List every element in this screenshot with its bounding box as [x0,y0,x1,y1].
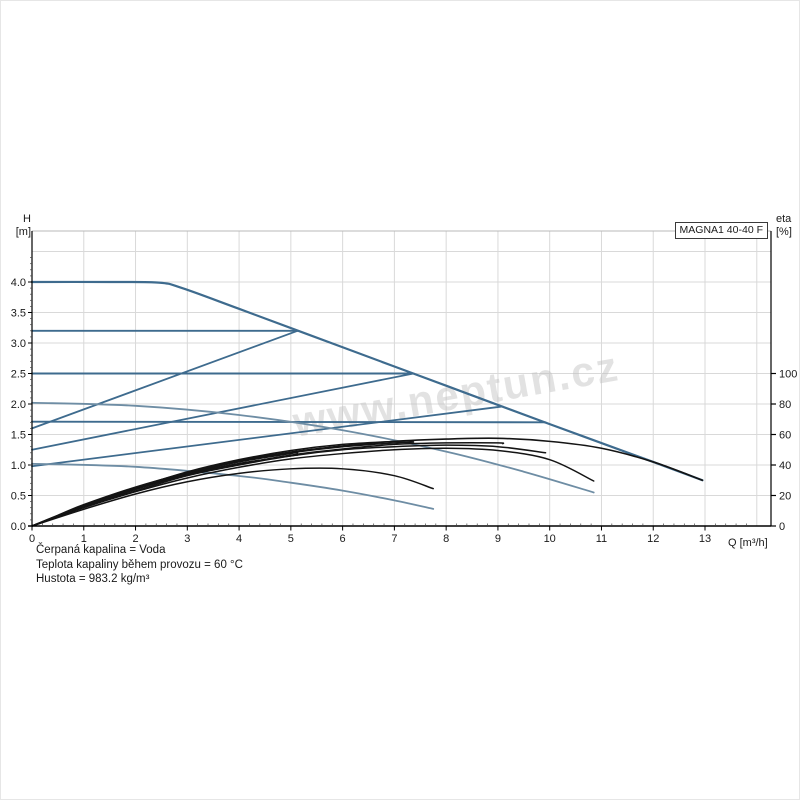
h-axis-tick-label: 4.0 [11,277,26,289]
axes [28,230,772,527]
q-axis-tick-label: 4 [236,533,242,545]
h-axis-tick-label: 2.0 [11,399,26,411]
proportional-pressure-2.5m [31,372,415,451]
right-axis-title-unit: [%] [776,226,792,238]
h-axis-tick-label: 1.5 [11,430,26,442]
liquid-info-block: Čerpaná kapalina = Voda Teplota kapaliny… [36,543,243,587]
grid-lines [32,231,771,526]
eta-axis-tick-label: 60 [779,430,791,442]
eta-axis-tick-label: 80 [779,399,791,411]
eta-cp-2.5m [31,439,415,527]
pump-curves [30,280,704,527]
axis-ticks [28,257,776,531]
axis-tick-labels: 4.0 3.5 3.0 2.5 2.0 1.5 1.0 0.5 0.0 100 80 60 40 20 0 0… [11,277,798,545]
h-axis-tick-label: 3.5 [11,308,26,320]
h-axis-tick-label: 0.0 [11,521,26,533]
q-axis-tick-label: 11 [596,533,607,545]
density-line: Hustota = 983.2 kg/m³ [36,573,150,586]
q-axis-tick-label: 12 [647,533,659,545]
speed-II-curve [31,401,595,494]
eta-pp-3.2m [31,454,299,527]
eta-axis-tick-label: 40 [779,460,791,472]
h-axis-tick-label: 1.0 [11,460,26,472]
q-axis-tick-label: 3 [184,533,190,545]
eta-min [31,467,434,527]
watermark-text: www.neptun.cz [288,342,622,446]
left-axis-title-unit: [m] [15,226,31,238]
h-axis-tick-label: 0.5 [11,491,26,503]
left-axis-title: H [m] [1,213,31,239]
eta-axis-tick-label: 100 [779,369,797,381]
h-axis-tick-label: 2.5 [11,369,26,381]
q-axis-tick-label: 7 [391,533,397,545]
q-axis-tick-label: 2 [132,533,138,545]
q-axis-tick-label: 1 [81,533,87,545]
left-axis-title-symbol: H [23,213,31,225]
right-axis-title-symbol: eta [776,213,792,225]
proportional-pressure-2.0m [31,405,504,468]
proportional-pressure-3.2m [31,329,299,430]
eta-pp-2.5m [31,441,415,527]
min-curve [31,462,435,510]
q-axis-tick-label: 13 [699,533,711,545]
q-axis-tick-label: 0 [29,533,35,545]
eta-speed-II [31,447,595,527]
eta-axis-tick-label: 0 [779,521,785,533]
x-axis-unit-label: Q [m³/h] [728,537,768,549]
liquid-temperature-line: Teplota kapaliny během provozu = 60 °C [36,558,243,571]
model-label-box: MAGNA1 40-40 F [674,222,768,239]
q-axis-tick-label: 8 [443,533,449,545]
q-axis-tick-label: 6 [340,533,346,545]
eta-axis-tick-label: 20 [779,491,791,503]
right-axis-title: eta [%] [776,213,799,239]
h-axis-tick-label: 3.0 [11,338,26,350]
eta-pp-2.0m [31,441,505,527]
pumped-liquid-line: Čerpaná kapalina = Voda [36,544,166,556]
max-curve [30,280,704,482]
q-axis-tick-label: 5 [288,533,294,545]
q-axis-tick-label: 10 [544,533,556,545]
q-axis-tick-label: 9 [495,533,501,545]
